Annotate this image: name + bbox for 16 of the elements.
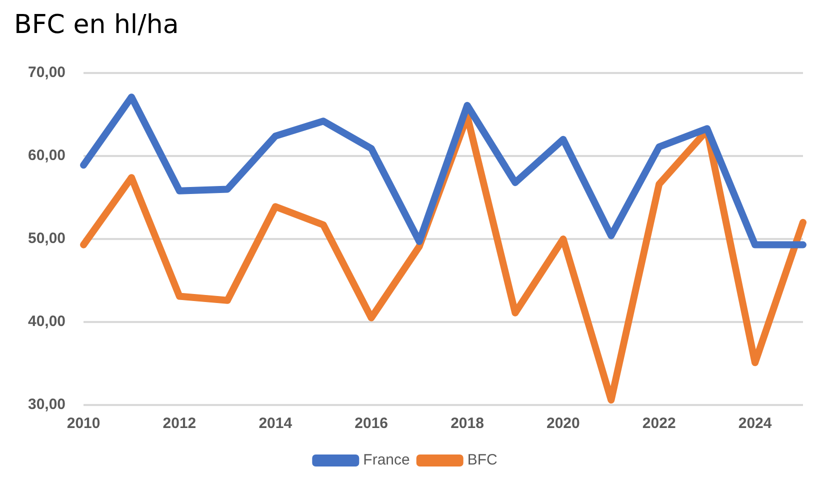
y-tick-label: 30,00 — [28, 396, 66, 414]
legend-label: BFC — [467, 452, 498, 469]
y-tick-label: 70,00 — [28, 64, 66, 82]
y-tick-label: 50,00 — [28, 230, 66, 248]
x-tick-label: 2024 — [738, 415, 772, 432]
x-tick-label: 2014 — [258, 415, 293, 432]
x-tick-label: 2018 — [450, 415, 484, 432]
x-tick-label: 2010 — [66, 415, 100, 432]
x-tick-label: 2016 — [354, 415, 388, 432]
chart-title: BFC en hl/ha — [14, 10, 180, 42]
legend-label: France — [363, 452, 410, 469]
x-tick-label: 2012 — [162, 415, 196, 432]
x-tick-label: 2022 — [642, 415, 676, 432]
y-tick-label: 40,00 — [28, 313, 66, 330]
x-tick-label: 2020 — [546, 415, 580, 432]
y-tick-label: 60,00 — [28, 147, 66, 164]
